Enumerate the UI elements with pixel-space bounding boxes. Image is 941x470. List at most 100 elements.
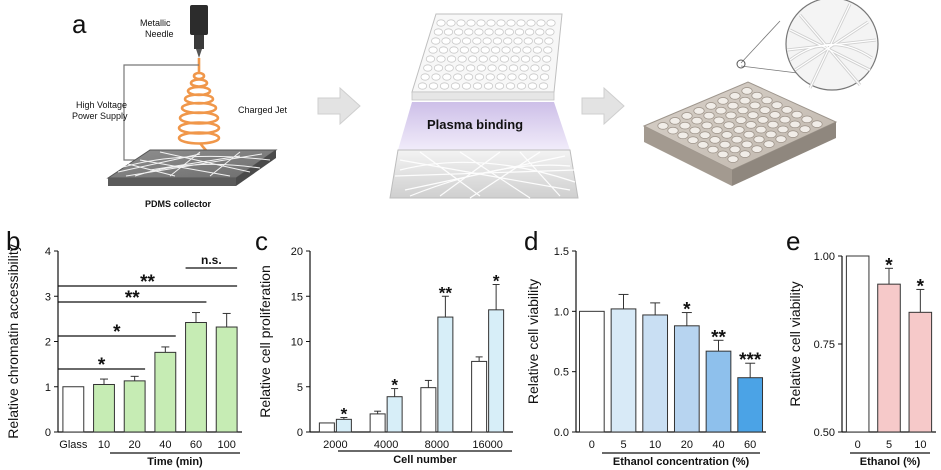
panel-letter-e: e	[786, 226, 800, 256]
bar	[93, 383, 115, 433]
y-tick-label: 4	[45, 246, 51, 258]
significance-label: *	[391, 376, 398, 395]
bar	[673, 325, 700, 433]
significance-label: *	[683, 300, 691, 321]
significance-label: *	[917, 276, 925, 297]
bar	[488, 309, 505, 433]
bar	[578, 310, 605, 433]
bar	[123, 380, 146, 433]
well-plate-icon	[411, 13, 563, 101]
y-axis-title: Relative cell viability	[787, 281, 803, 406]
needle-label-line1: Metallic	[140, 18, 171, 28]
y-axis-title: Relative chromatin accessibility	[5, 244, 21, 439]
bar	[420, 387, 437, 433]
nanofiber-mesh-icon	[389, 149, 579, 199]
x-tick-label: 10	[914, 439, 926, 451]
significance-label: *	[493, 271, 500, 290]
power-supply-label-line2: Power Supply	[72, 111, 128, 121]
significance-label: *	[341, 405, 348, 424]
significance-label: *	[885, 255, 893, 276]
y-tick-label: 5	[297, 382, 303, 394]
plasma-beam-icon	[398, 102, 570, 150]
x-tick-label: 8000	[425, 439, 449, 451]
y-tick-label: 3	[45, 291, 51, 303]
charged-jet-label: Charged Jet	[238, 105, 288, 115]
power-supply-label-line1: High Voltage	[76, 100, 127, 110]
bar	[62, 386, 85, 433]
x-tick-label: 40	[159, 439, 171, 451]
y-axis-title: Relative cell proliferation	[257, 265, 273, 418]
bar	[154, 351, 177, 433]
y-tick-label: 1.0	[554, 306, 569, 318]
x-axis-title: Cell number	[393, 454, 457, 466]
arrow-right-icon	[317, 86, 361, 126]
bar	[642, 314, 669, 433]
significance-label: **	[140, 272, 155, 293]
panel-letter-a: a	[72, 9, 87, 39]
pdms-collector-label: PDMS collector	[145, 199, 212, 209]
x-axis-title: Ethanol concentration (%)	[613, 456, 750, 468]
y-tick-label: 0.50	[814, 427, 835, 439]
bar	[369, 413, 386, 433]
y-tick-label: 1.5	[554, 246, 569, 258]
y-tick-label: 0	[297, 427, 303, 439]
metallic-needle-icon	[190, 5, 208, 58]
needle-label-line2: Needle	[145, 29, 174, 39]
x-tick-label: 5	[886, 439, 892, 451]
x-axis-title: Ethanol (%)	[860, 456, 921, 468]
significance-label: *	[113, 322, 121, 343]
bar	[215, 326, 238, 433]
x-axis-title: Time (min)	[147, 456, 203, 468]
y-axis-title: Relative cell viability	[525, 279, 541, 404]
x-tick-label: 100	[217, 439, 235, 451]
panel-letter-b: b	[6, 226, 20, 256]
y-tick-label: 0.0	[554, 427, 569, 439]
x-tick-label: 5	[620, 439, 626, 451]
x-tick-label: Glass	[59, 439, 88, 451]
x-tick-label: 20	[681, 439, 693, 451]
significance-label: n.s.	[201, 253, 222, 267]
y-tick-label: 15	[291, 291, 303, 303]
bar	[845, 255, 870, 433]
charged-jet-icon	[177, 58, 221, 157]
x-tick-label: 10	[649, 439, 661, 451]
significance-label: **	[439, 283, 453, 302]
bar	[437, 316, 454, 433]
pdms-collector-icon	[106, 149, 278, 186]
significance-label: ***	[739, 350, 762, 371]
significance-label: *	[98, 355, 106, 376]
bar	[386, 396, 403, 433]
arrow-right-icon	[581, 86, 625, 126]
x-tick-label: 60	[190, 439, 202, 451]
x-tick-label: 20	[129, 439, 141, 451]
bar	[877, 283, 901, 433]
bar	[737, 377, 764, 433]
panel-letter-d: d	[524, 226, 538, 256]
y-tick-label: 1	[45, 382, 51, 394]
chart-d: 0.0 0.5 1.0 1.5 d Relative cell viability Etha…	[524, 226, 766, 468]
x-tick-label: 40	[712, 439, 724, 451]
x-tick-label: 60	[744, 439, 756, 451]
x-tick-label: 16000	[472, 439, 503, 451]
zoom-inset-icon	[736, 0, 879, 91]
x-tick-label: 10	[98, 439, 110, 451]
bar	[471, 360, 488, 433]
x-tick-label: 2000	[323, 439, 347, 451]
significance-label: **	[711, 327, 726, 348]
chart-e: 0.50 0.75 1.00 e Relative cell viability Etha…	[786, 226, 936, 468]
x-tick-label: 0	[855, 439, 861, 451]
significance-label: **	[125, 288, 140, 309]
plasma-binding-label: Plasma binding	[427, 117, 523, 132]
y-tick-label: 0.5	[554, 367, 569, 379]
bar	[610, 308, 637, 433]
panel-a: a Metallic Needle Charged Jet High Vol	[72, 0, 879, 209]
bonded-plate-icon	[642, 81, 838, 186]
y-tick-label: 2	[45, 337, 51, 349]
y-tick-label: 20	[291, 246, 303, 258]
x-tick-label: 0	[589, 439, 595, 451]
chart-c: 0 5 10 15 20 c Relative cell proliferation Cell…	[255, 226, 513, 466]
bar	[185, 321, 207, 433]
x-tick-label: 4000	[374, 439, 398, 451]
